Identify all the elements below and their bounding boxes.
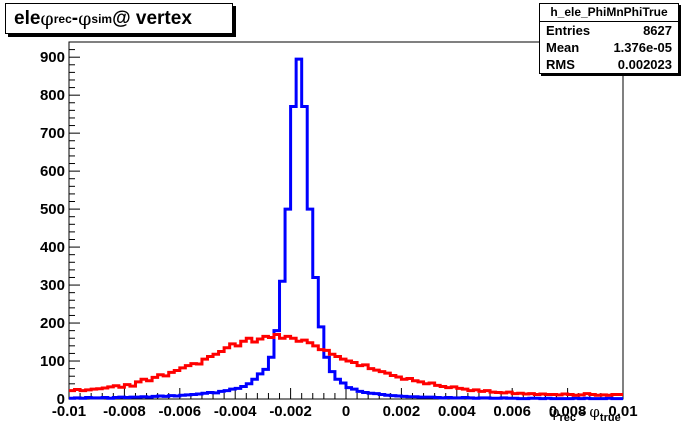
y-tick-label: 900 xyxy=(40,49,65,66)
y-tick-label: 400 xyxy=(40,239,65,256)
y-tick-label: 100 xyxy=(40,353,65,370)
title-phi-symbol: φ xyxy=(40,7,54,30)
tick-labels: -0.01 -0.008 -0.006 -0.004 -0.002 0 0.002 0.004… xyxy=(40,49,638,420)
title-prefix: ele xyxy=(14,7,41,29)
stats-row-entries: Entries 8627 xyxy=(540,22,678,39)
x-tick-label: -0.004 xyxy=(214,403,257,420)
stats-value: 1.376e-05 xyxy=(613,40,672,55)
stats-value: 0.002023 xyxy=(617,57,672,72)
stats-box: h_ele_PhiMnPhiTrue Entries 8627 Mean 1.3… xyxy=(539,3,679,74)
title-sub-rec: rec xyxy=(53,11,72,26)
xlabel-phi-symbol: φ xyxy=(549,403,560,421)
histogram-series xyxy=(69,57,623,401)
chart-title: ele φ rec - φ sim @ vertex xyxy=(5,3,233,34)
stats-label: Entries xyxy=(546,23,591,38)
x-tick-label: 0.006 xyxy=(493,403,531,420)
x-tick-label: -0.008 xyxy=(103,403,146,420)
stats-value: 8627 xyxy=(643,23,672,38)
x-tick-label: 0.008 xyxy=(549,403,587,420)
x-tick-label: -0.006 xyxy=(159,403,202,420)
x-tick-label: -0.01 xyxy=(52,403,86,420)
title-phi-symbol-2: φ xyxy=(78,7,92,30)
y-tick-label: 800 xyxy=(40,87,65,104)
y-tick-label: 600 xyxy=(40,163,65,180)
x-tick-label: 0.004 xyxy=(438,403,476,420)
x-tick-label: 0.01 xyxy=(608,403,637,420)
red-histogram-line xyxy=(69,332,623,397)
y-tick-label: 0 xyxy=(57,391,65,408)
xlabel-phi-symbol-2: φ xyxy=(589,403,600,421)
stats-label: RMS xyxy=(546,57,575,72)
xlabel-sub-rec: rec xyxy=(559,412,577,424)
stats-histogram-name: h_ele_PhiMnPhiTrue xyxy=(540,4,678,22)
x-axis-label: φrec - φtrue xyxy=(549,403,621,424)
stats-label: Mean xyxy=(546,40,580,55)
x-tick-label: 0.002 xyxy=(383,403,421,420)
stats-row-mean: Mean 1.376e-05 xyxy=(540,39,678,56)
axis-ticks xyxy=(68,49,624,400)
x-tick-label: 0 xyxy=(342,403,350,420)
y-tick-label: 300 xyxy=(40,277,65,294)
plot-frame xyxy=(68,41,624,400)
y-tick-label: 700 xyxy=(40,125,65,142)
x-tick-label: -0.002 xyxy=(269,403,312,420)
y-tick-label: 500 xyxy=(40,201,65,218)
stats-row-rms: RMS 0.002023 xyxy=(540,56,678,73)
title-sub-sim: sim xyxy=(91,11,113,26)
title-minus: - xyxy=(71,7,79,29)
xlabel-minus: - xyxy=(576,404,590,421)
blue-histogram-line xyxy=(69,57,623,401)
title-suffix: @ vertex xyxy=(112,7,192,29)
y-tick-label: 200 xyxy=(40,315,65,332)
xlabel-sub-true: true xyxy=(599,412,621,424)
